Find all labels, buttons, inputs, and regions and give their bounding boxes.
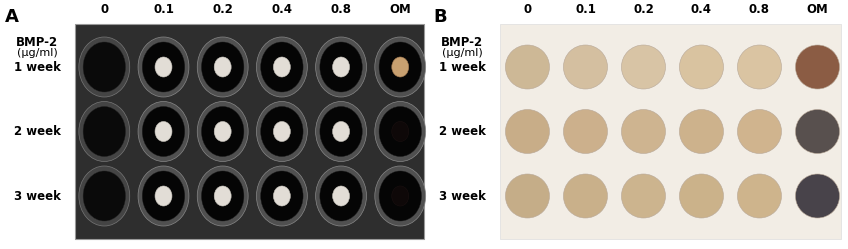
Circle shape bbox=[215, 122, 232, 141]
Circle shape bbox=[392, 186, 409, 206]
Text: 1 week: 1 week bbox=[438, 61, 486, 73]
Text: BMP-2: BMP-2 bbox=[441, 36, 483, 49]
Circle shape bbox=[375, 37, 426, 97]
Circle shape bbox=[379, 42, 421, 92]
Circle shape bbox=[256, 37, 307, 97]
Circle shape bbox=[83, 171, 126, 221]
Circle shape bbox=[79, 166, 130, 226]
Text: 0.2: 0.2 bbox=[212, 3, 233, 16]
Circle shape bbox=[198, 102, 248, 162]
Circle shape bbox=[260, 171, 303, 221]
Circle shape bbox=[273, 122, 290, 141]
Ellipse shape bbox=[505, 45, 550, 89]
Text: 0.2: 0.2 bbox=[633, 3, 654, 16]
Bar bbox=[75, 24, 424, 239]
Text: 3 week: 3 week bbox=[438, 189, 486, 202]
Text: 0.4: 0.4 bbox=[271, 3, 293, 16]
Ellipse shape bbox=[563, 110, 607, 153]
Text: B: B bbox=[433, 8, 447, 26]
Ellipse shape bbox=[795, 174, 840, 218]
Ellipse shape bbox=[563, 174, 607, 218]
Ellipse shape bbox=[622, 110, 666, 153]
Ellipse shape bbox=[795, 110, 840, 153]
Ellipse shape bbox=[738, 110, 782, 153]
Circle shape bbox=[142, 107, 185, 157]
Bar bbox=[500, 24, 841, 239]
Circle shape bbox=[202, 107, 244, 157]
Circle shape bbox=[155, 57, 172, 77]
Circle shape bbox=[392, 122, 409, 141]
Circle shape bbox=[142, 171, 185, 221]
Ellipse shape bbox=[622, 174, 666, 218]
Circle shape bbox=[256, 102, 307, 162]
Ellipse shape bbox=[679, 45, 723, 89]
Text: 2 week: 2 week bbox=[438, 125, 486, 138]
Circle shape bbox=[379, 171, 421, 221]
Circle shape bbox=[198, 166, 248, 226]
Text: BMP-2: BMP-2 bbox=[16, 36, 59, 49]
Circle shape bbox=[320, 107, 362, 157]
Circle shape bbox=[273, 57, 290, 77]
Circle shape bbox=[202, 171, 244, 221]
Circle shape bbox=[155, 122, 172, 141]
Circle shape bbox=[256, 166, 307, 226]
Ellipse shape bbox=[679, 110, 723, 153]
Text: 0: 0 bbox=[523, 3, 532, 16]
Circle shape bbox=[215, 186, 232, 206]
Text: 0: 0 bbox=[100, 3, 109, 16]
Circle shape bbox=[83, 42, 126, 92]
Circle shape bbox=[83, 107, 126, 157]
Text: (μg/ml): (μg/ml) bbox=[442, 48, 483, 58]
Circle shape bbox=[315, 37, 366, 97]
Circle shape bbox=[155, 186, 172, 206]
Circle shape bbox=[332, 57, 349, 77]
Circle shape bbox=[315, 166, 366, 226]
Text: (μg/ml): (μg/ml) bbox=[17, 48, 58, 58]
Circle shape bbox=[79, 37, 130, 97]
Circle shape bbox=[215, 57, 232, 77]
Circle shape bbox=[138, 102, 189, 162]
Text: 0.1: 0.1 bbox=[153, 3, 174, 16]
Circle shape bbox=[138, 37, 189, 97]
Circle shape bbox=[375, 166, 426, 226]
Circle shape bbox=[332, 122, 349, 141]
Circle shape bbox=[138, 166, 189, 226]
Ellipse shape bbox=[563, 45, 607, 89]
Text: 0.4: 0.4 bbox=[691, 3, 712, 16]
Text: 2 week: 2 week bbox=[14, 125, 61, 138]
Ellipse shape bbox=[505, 174, 550, 218]
Ellipse shape bbox=[679, 174, 723, 218]
Circle shape bbox=[198, 37, 248, 97]
Circle shape bbox=[273, 186, 290, 206]
Circle shape bbox=[79, 102, 130, 162]
Ellipse shape bbox=[505, 110, 550, 153]
Circle shape bbox=[260, 107, 303, 157]
Text: 3 week: 3 week bbox=[14, 189, 61, 202]
Text: 0.8: 0.8 bbox=[331, 3, 352, 16]
Ellipse shape bbox=[738, 45, 782, 89]
Circle shape bbox=[379, 107, 421, 157]
Circle shape bbox=[260, 42, 303, 92]
Circle shape bbox=[142, 42, 185, 92]
Circle shape bbox=[320, 171, 362, 221]
Circle shape bbox=[332, 186, 349, 206]
Text: 0.1: 0.1 bbox=[575, 3, 596, 16]
Circle shape bbox=[375, 102, 426, 162]
Text: 1 week: 1 week bbox=[14, 61, 61, 73]
Circle shape bbox=[315, 102, 366, 162]
Text: A: A bbox=[5, 8, 19, 26]
Text: OM: OM bbox=[389, 3, 411, 16]
Text: OM: OM bbox=[806, 3, 828, 16]
Ellipse shape bbox=[795, 45, 840, 89]
Circle shape bbox=[320, 42, 362, 92]
Ellipse shape bbox=[622, 45, 666, 89]
Ellipse shape bbox=[738, 174, 782, 218]
Circle shape bbox=[202, 42, 244, 92]
Text: 0.8: 0.8 bbox=[749, 3, 770, 16]
Circle shape bbox=[392, 57, 409, 77]
